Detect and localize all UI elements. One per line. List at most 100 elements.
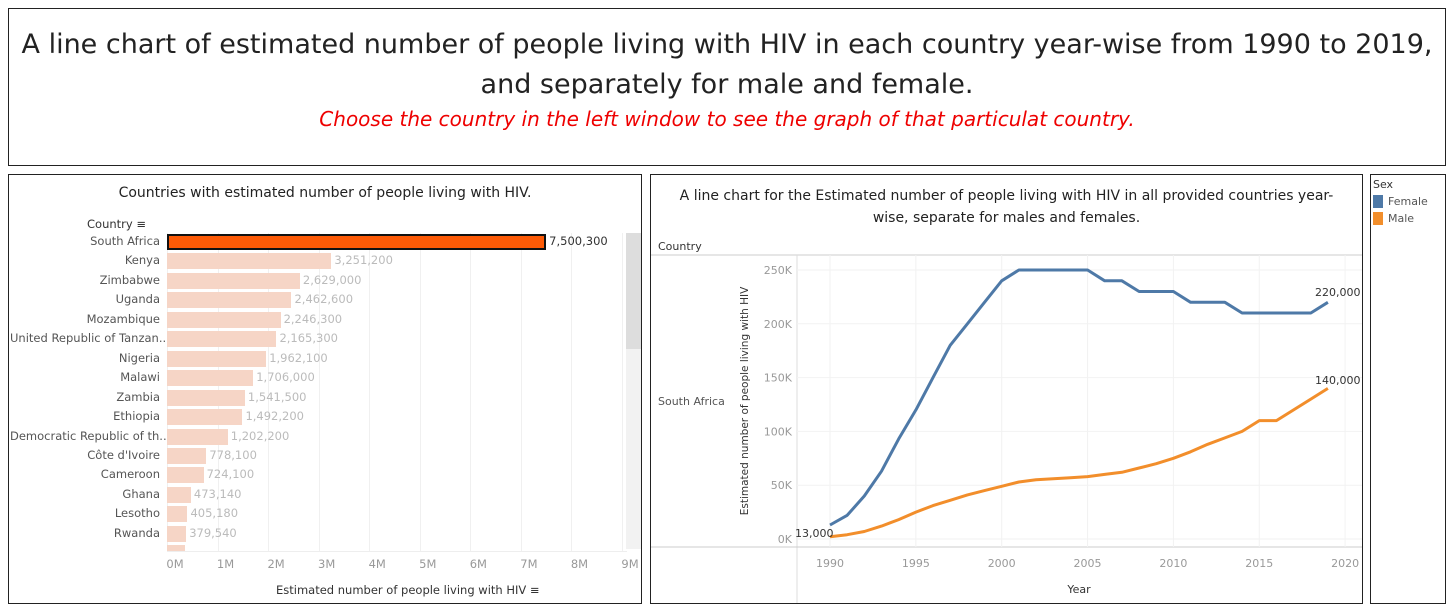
legend-label: Female <box>1388 195 1428 208</box>
legend-item-male[interactable]: Male <box>1373 212 1445 225</box>
gridline <box>520 233 522 551</box>
gridline <box>622 233 623 551</box>
bar-value-label: 405,180 <box>190 506 239 521</box>
bar-value-label: 724,100 <box>206 467 255 482</box>
bar-country-partial[interactable] <box>167 545 185 551</box>
y-tick-label: 50K <box>771 479 793 492</box>
row-header: Country <box>658 240 702 253</box>
country-label[interactable]: Lesotho <box>114 506 160 521</box>
line-chart-title: A line chart for the Estimated number of… <box>679 188 1334 226</box>
bar-country[interactable] <box>167 370 254 387</box>
country-label[interactable]: Mozambique <box>86 311 160 326</box>
scrollbar-thumb[interactable] <box>626 233 641 349</box>
line-chart: Country South Africa 0K 50K 100K 150K 200K 250K… <box>651 240 1362 603</box>
x-tick-label: 2010 <box>1159 557 1187 570</box>
country-label[interactable]: United Republic of Tanzan.. <box>10 331 167 346</box>
y-tick-label: 100K <box>764 425 793 438</box>
gridline <box>268 233 270 551</box>
male-swatch-icon <box>1373 212 1383 225</box>
bar-value-label: 778,100 <box>209 447 257 462</box>
country-label[interactable]: South Africa <box>90 234 160 248</box>
bar-chart-panel: Countries with estimated number of peopl… <box>8 174 642 604</box>
bar-country[interactable] <box>167 292 292 309</box>
x-tick-label: 1990 <box>816 557 844 570</box>
bar-country[interactable] <box>167 350 267 367</box>
x-tick-label: 0M <box>166 557 184 571</box>
country-label[interactable]: Ghana <box>122 486 160 501</box>
sort-icon[interactable]: ≡ <box>529 583 540 597</box>
start-value-label: 13,000 <box>795 527 834 540</box>
country-label[interactable]: Uganda <box>115 292 160 307</box>
bar-country[interactable] <box>167 272 300 289</box>
x-tick-label: 2015 <box>1245 557 1273 570</box>
x-tick-label: 2005 <box>1074 557 1102 570</box>
x-axis-title[interactable]: Estimated number of people living with H… <box>276 583 540 597</box>
y-tick-label: 0K <box>778 533 793 546</box>
legend-label: Male <box>1388 212 1415 225</box>
x-tick-label: 2020 <box>1331 557 1359 570</box>
bar-country[interactable] <box>167 428 228 445</box>
legend-item-female[interactable]: Female <box>1373 195 1445 208</box>
legend-title: Sex <box>1373 178 1394 191</box>
x-tick-label: 5M <box>419 557 437 571</box>
country-label[interactable]: Zambia <box>116 389 160 404</box>
bar-value-label: 2,165,300 <box>279 331 338 346</box>
bar-value-label: 1,962,100 <box>269 350 328 365</box>
sort-icon[interactable]: ≡ <box>136 217 146 231</box>
row-label-south-africa[interactable]: South Africa <box>658 395 725 408</box>
end-value-label-male: 140,000 <box>1315 374 1361 387</box>
bar-country[interactable] <box>167 253 332 270</box>
country-label[interactable]: Democratic Republic of th.. <box>10 428 167 443</box>
dashboard-title: A line chart of estimated number of peop… <box>21 29 1433 100</box>
country-header-label: Country <box>87 217 133 231</box>
gridline <box>369 233 371 551</box>
country-label[interactable]: Côte d'Ivoire <box>87 447 160 462</box>
y-tick-label: 150K <box>764 372 793 385</box>
gridline <box>470 233 472 551</box>
scrollbar[interactable] <box>626 233 641 549</box>
x-tick-label: 3M <box>318 557 336 571</box>
bar-country[interactable] <box>167 486 191 503</box>
country-label[interactable]: Kenya <box>124 253 160 268</box>
country-label[interactable]: Zimbabwe <box>99 272 160 287</box>
female-swatch-icon <box>1373 195 1383 208</box>
country-axis-header[interactable]: Country ≡ <box>87 217 146 231</box>
bar-country[interactable] <box>167 506 188 523</box>
country-label[interactable]: Malawi <box>120 370 160 385</box>
end-value-label-female: 220,000 <box>1315 286 1361 299</box>
x-tick-label: 1M <box>216 557 235 571</box>
x-tick-label: 6M <box>469 557 487 571</box>
bar-country[interactable] <box>167 389 245 406</box>
bar-value-label: 2,246,300 <box>283 311 343 326</box>
y-tick-label: 250K <box>764 264 793 277</box>
dashboard-instructions: Choose the country in the left window to… <box>319 107 1135 131</box>
country-label[interactable]: Rwanda <box>113 525 160 540</box>
bar-value-label: 7,500,300 <box>549 234 608 248</box>
bar-value-label: 2,462,600 <box>294 292 354 307</box>
x-tick-label: 1995 <box>902 557 930 570</box>
bar-country[interactable] <box>167 311 281 328</box>
gridline <box>318 233 320 551</box>
bar-country[interactable] <box>167 525 187 542</box>
bar-country[interactable] <box>167 447 207 464</box>
x-axis-label: Estimated number of people living with H… <box>276 583 527 597</box>
bar-value-label: 3,251,200 <box>334 253 393 268</box>
gridline <box>571 233 573 551</box>
line-female[interactable] <box>829 268 1329 527</box>
bar-value-label: 2,629,000 <box>302 272 362 287</box>
bar-value-label: 1,492,200 <box>245 409 304 424</box>
y-tick-label: 200K <box>764 318 793 331</box>
bar-country[interactable] <box>167 331 277 348</box>
bar-country[interactable] <box>167 467 204 484</box>
legend: Sex Female Male <box>1370 174 1446 604</box>
bar-country[interactable] <box>167 409 243 426</box>
line-male[interactable] <box>829 387 1329 539</box>
x-axis-line <box>167 551 627 552</box>
country-label[interactable]: Ethiopia <box>113 409 160 424</box>
country-label[interactable]: Nigeria <box>118 350 160 365</box>
bar-selected[interactable] <box>167 234 547 250</box>
x-axis-title: Year <box>1066 583 1091 596</box>
bar-value-label: 1,541,500 <box>247 389 307 404</box>
country-label[interactable]: Cameroon <box>100 467 160 482</box>
x-tick-label: 7M <box>520 557 538 571</box>
